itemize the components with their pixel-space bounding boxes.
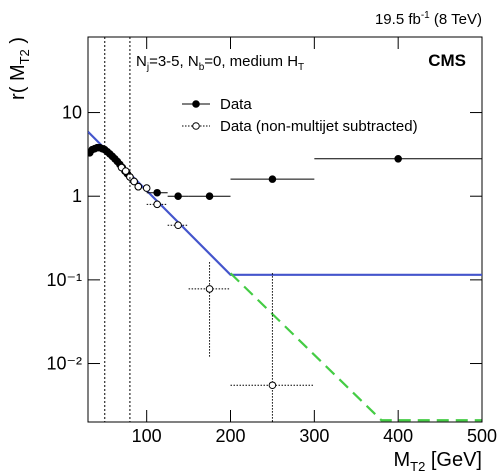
data-point (153, 188, 161, 197)
x-axis-label: MT2 [GeV] (393, 449, 482, 474)
annotation-text: =0, medium H (204, 53, 298, 70)
annotation-text: =3-5, N (149, 53, 199, 70)
annotation-sub: b (199, 62, 205, 73)
data-point (121, 167, 130, 175)
legend: Data Data (non-multijet subtracted) (182, 96, 418, 135)
y-tick-label: 10⁻² (46, 354, 82, 374)
data-point (130, 177, 138, 186)
y-label-text: ) (7, 37, 29, 49)
lumi-exponent: -1 (421, 10, 430, 21)
annotation-sub: T (298, 62, 304, 73)
legend-label: Data (non-multijet subtracted) (220, 118, 418, 135)
data-point (153, 200, 161, 209)
plot-area (88, 130, 482, 422)
x-label-text: M (393, 449, 410, 471)
data-point (268, 381, 277, 390)
annotation-text: N (136, 53, 147, 70)
lumi-text: (8 TeV) (430, 11, 482, 28)
data-point (174, 221, 182, 230)
data-point (268, 175, 277, 183)
experiment-label: CMS (428, 51, 466, 70)
x-tick-label: 100 (132, 426, 162, 446)
y-tick-label: 10 (62, 103, 82, 123)
data-point (394, 155, 402, 163)
annotation-sub: j (146, 62, 149, 73)
x-label-text: [GeV] (425, 449, 482, 471)
legend-label: Data (220, 96, 252, 113)
data-point (205, 192, 214, 201)
plot-frame (87, 36, 483, 423)
data-point (134, 182, 143, 191)
legend-marker (192, 100, 200, 108)
annotation: Nj=3-5, Nb=0, medium HT (136, 53, 304, 73)
fit-line (229, 272, 482, 422)
x-label-sub: T2 (410, 459, 425, 474)
data-point (142, 184, 151, 192)
lumi-label: 19.5 fb-1 (8 TeV) (375, 10, 482, 28)
y-axis-label: r( MT2 ) (7, 37, 32, 100)
data-point (205, 285, 214, 293)
x-tick-label: 500 (467, 426, 497, 446)
y-tick-label: 1 (72, 186, 82, 206)
fit-line (88, 130, 482, 276)
y-label-text: r( M (7, 64, 29, 100)
x-tick-label: 200 (215, 426, 245, 446)
data-point (174, 192, 182, 201)
y-tick-label: 10⁻¹ (46, 270, 82, 290)
lumi-text: 19.5 fb (375, 11, 421, 28)
y-label-sub: T2 (17, 49, 32, 64)
legend-marker (192, 122, 200, 130)
x-tick-label: 300 (299, 426, 329, 446)
x-tick-label: 400 (383, 426, 413, 446)
